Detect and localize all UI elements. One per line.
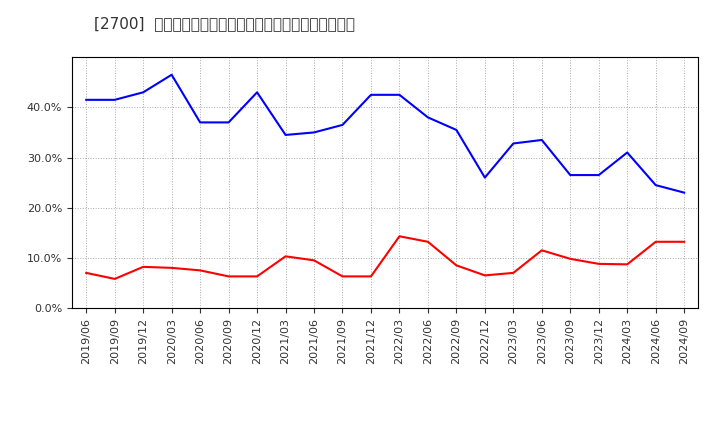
有利子負債 bbox=[537, 137, 546, 143]
有利子負債 bbox=[395, 92, 404, 97]
有利子負債 bbox=[338, 122, 347, 128]
有利子負債 bbox=[452, 127, 461, 132]
有利子負債 bbox=[366, 92, 375, 97]
現頲金 bbox=[366, 274, 375, 279]
現頲金 bbox=[537, 248, 546, 253]
現頲金 bbox=[423, 239, 432, 245]
現頲金 bbox=[623, 262, 631, 267]
有利子負債 bbox=[566, 172, 575, 178]
現頲金 bbox=[110, 276, 119, 282]
有利子負債 bbox=[423, 115, 432, 120]
現頲金 bbox=[282, 254, 290, 259]
現頲金 bbox=[196, 268, 204, 273]
有利子負債 bbox=[282, 132, 290, 138]
現頲金 bbox=[167, 265, 176, 271]
現頲金 bbox=[566, 256, 575, 261]
有利子負債 bbox=[680, 190, 688, 195]
有利子負債 bbox=[82, 97, 91, 103]
現頲金 bbox=[595, 261, 603, 267]
有利子負債 bbox=[253, 90, 261, 95]
現頲金 bbox=[338, 274, 347, 279]
有利子負債 bbox=[595, 172, 603, 178]
現頲金 bbox=[509, 270, 518, 275]
有利子負債 bbox=[139, 90, 148, 95]
現頲金 bbox=[652, 239, 660, 245]
有利子負債 bbox=[480, 175, 489, 180]
現頲金 bbox=[253, 274, 261, 279]
現頲金 bbox=[139, 264, 148, 270]
Line: 有利子負債: 有利子負債 bbox=[86, 75, 684, 193]
有利子負債 bbox=[623, 150, 631, 155]
有利子負債 bbox=[110, 97, 119, 103]
現頲金 bbox=[395, 234, 404, 239]
有利子負債 bbox=[509, 141, 518, 146]
Line: 現頲金: 現頲金 bbox=[86, 236, 684, 279]
有利子負債 bbox=[652, 183, 660, 188]
現頲金 bbox=[480, 273, 489, 278]
現頲金 bbox=[310, 258, 318, 263]
現頲金 bbox=[82, 270, 91, 275]
現頲金 bbox=[225, 274, 233, 279]
有利子負債 bbox=[196, 120, 204, 125]
有利子負債 bbox=[310, 130, 318, 135]
有利子負債 bbox=[225, 120, 233, 125]
Text: [2700]  現預金、有利子負債の総資産に対する比率の推移: [2700] 現預金、有利子負債の総資産に対する比率の推移 bbox=[94, 16, 355, 31]
現頲金 bbox=[452, 263, 461, 268]
有利子負債 bbox=[167, 72, 176, 77]
現頲金 bbox=[680, 239, 688, 245]
